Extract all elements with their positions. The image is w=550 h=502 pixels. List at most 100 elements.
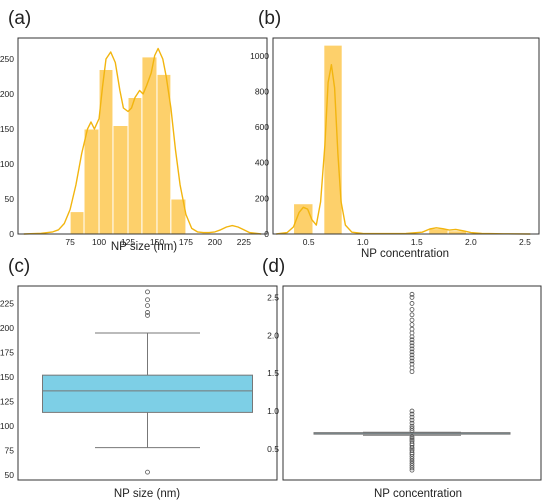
panel-b-ytick-0: 0 [264, 229, 269, 239]
panel-c-outlier-2 [145, 310, 150, 315]
panel-a-bar-5 [141, 56, 158, 235]
panel-c-outlier-5 [145, 289, 150, 295]
panel-c-ytick-1: 75 [5, 446, 15, 456]
panel-a-label: (a) [8, 8, 31, 29]
panel-d-ytick-1: 1.0 [267, 406, 279, 416]
panel-d-outlier-41 [409, 317, 415, 323]
panel-d-outlier-31 [409, 352, 415, 358]
panel-d-outlier-2 [409, 463, 415, 469]
panel-d-outlier-24 [409, 411, 415, 417]
panel-d-outlier-46 [409, 291, 415, 297]
panel-d-outlier-20 [409, 423, 415, 429]
panel-d-outlier-44 [409, 301, 415, 306]
panel-a-ytick-0: 0 [9, 229, 14, 239]
panel-d-xlabel: NP concentration [374, 488, 462, 500]
panel-b-xtick-0: 0.5 [303, 237, 315, 247]
panel-d-outlier-25 [409, 408, 415, 414]
panel-d-outlier-15 [409, 437, 415, 443]
panel-c-outlier-3 [145, 303, 150, 308]
panel-a-xtick-4: 175 [179, 237, 193, 247]
panel-a-bar-3 [112, 125, 129, 235]
panel-d-outlier-21 [409, 420, 415, 426]
panel-b-xtick-4: 2.5 [519, 237, 531, 247]
panel-d-outlier-1 [409, 465, 415, 471]
panel-c-ytick-2: 100 [0, 421, 14, 431]
panel-a-ytick-4: 200 [0, 89, 14, 99]
panel-d-outlier-14 [409, 438, 415, 444]
panel-d-outlier-9 [409, 448, 415, 453]
panel-b-xlabel: NP concentration [361, 248, 449, 260]
panel-d-ytick-3: 2.0 [267, 330, 279, 340]
panel-b-xtick-3: 2.0 [465, 237, 477, 247]
panel-d-outlier-30 [409, 355, 415, 361]
panel-c-ytick-7: 225 [0, 299, 14, 309]
panel-d-outlier-4 [409, 458, 415, 464]
panel-a-ytick-3: 150 [0, 124, 14, 134]
panel-a-xtick-2: 125 [121, 237, 135, 247]
panel-d-outlier-34 [409, 343, 415, 349]
panel-a-bar-0 [69, 211, 85, 235]
panel-a-xtick-5: 200 [208, 237, 222, 247]
panel-c-boxplot: (c) 50 75 100 125 150 175 200 225 NP size (nm) [0, 256, 278, 500]
panel-c-box [42, 374, 253, 413]
panel-d-outlier-18 [409, 428, 415, 434]
panel-d-outlier-19 [409, 426, 415, 431]
panel-a-ytick-5: 250 [0, 54, 14, 64]
panel-b-xtick-1: 1.0 [357, 237, 369, 247]
panel-d-outlier-3 [409, 460, 415, 466]
panel-a-bar-1 [83, 128, 100, 235]
panel-a-bar-4 [127, 97, 143, 235]
panel-d-label: (d) [262, 256, 285, 277]
panel-d-outlier-29 [409, 358, 415, 364]
panel-a-histogram: (a) 75 100 125 150 175 200 225050100150200250 … [0, 8, 268, 253]
panel-b-histogram: (b) 0.5 1.0 1.5 2.0 2.5 0 200 400 600 800 1000 NP … [250, 8, 540, 260]
panel-a-frame [17, 37, 268, 235]
panel-c-ytick-3: 125 [0, 397, 14, 407]
panel-c-outlier-0 [145, 469, 150, 475]
panel-d-outlier-22 [409, 417, 415, 423]
panel-d-outlier-17 [409, 434, 415, 440]
panel-a-ytick-1: 50 [5, 194, 15, 204]
panel-d-outlier-23 [409, 414, 415, 420]
panel-a-plot-area: 75 100 125 150 175 200 225 0 50 100 150 200 250 [0, 37, 268, 247]
panel-a-xtick-6: 225 [237, 237, 251, 247]
panel-c-frame [17, 285, 278, 481]
panel-a-xlabel: NP size (nm) [111, 241, 177, 253]
panel-b-xtick-2: 1.5 [411, 237, 423, 247]
panel-c-outlier-1 [145, 312, 150, 318]
panel-b-plot-area: 0.5 1.0 1.5 2.0 2.5 0 200 400 600 800 1000 [250, 37, 540, 247]
panel-b-ytick-1: 200 [255, 193, 269, 203]
panel-c-outlier-4 [145, 297, 150, 303]
panel-a-xtick-0: 75 [65, 237, 75, 247]
panel-c-xlabel: NP size (nm) [114, 488, 180, 500]
panel-d-outlier-33 [409, 346, 415, 352]
panel-b-ytick-3: 600 [255, 122, 269, 132]
panel-d-outlier-42 [409, 312, 415, 318]
panel-d-outlier-32 [409, 349, 415, 355]
panel-d-outlier-5 [409, 456, 415, 462]
panel-d-outlier-28 [409, 361, 415, 367]
panel-a-xtick-1: 100 [92, 237, 106, 247]
panel-d-ytick-0: 0.5 [267, 444, 279, 454]
panel-c-plot-area: 50 75 100 125 150 175 200 225 [0, 285, 278, 481]
panel-c-ytick-6: 200 [0, 323, 14, 333]
panel-d-outlier-16 [409, 435, 415, 441]
panel-b-kde-line [276, 63, 531, 235]
panel-d-outlier-35 [409, 340, 415, 346]
panel-b-ytick-5: 1000 [250, 51, 269, 61]
panel-a-xtick-3: 150 [150, 237, 164, 247]
panel-a-ytick-2: 100 [0, 159, 14, 169]
panel-b-ytick-4: 800 [255, 86, 269, 96]
panel-c-ytick-0: 50 [5, 470, 15, 480]
panel-d-outlier-45 [409, 294, 415, 300]
panel-b-label: (b) [258, 8, 281, 29]
panel-c-ytick-4: 150 [0, 372, 14, 382]
panel-c-label: (c) [8, 256, 30, 277]
panel-d-outlier-0 [409, 467, 415, 473]
panel-d-outlier-43 [409, 307, 415, 312]
panel-d-ytick-4: 2.5 [267, 292, 279, 302]
panel-d-outlier-39 [409, 326, 415, 332]
panel-d-plot-area: 0.5 1.0 1.5 2.0 2.5 [267, 285, 542, 481]
panel-b-ytick-2: 400 [255, 158, 269, 168]
